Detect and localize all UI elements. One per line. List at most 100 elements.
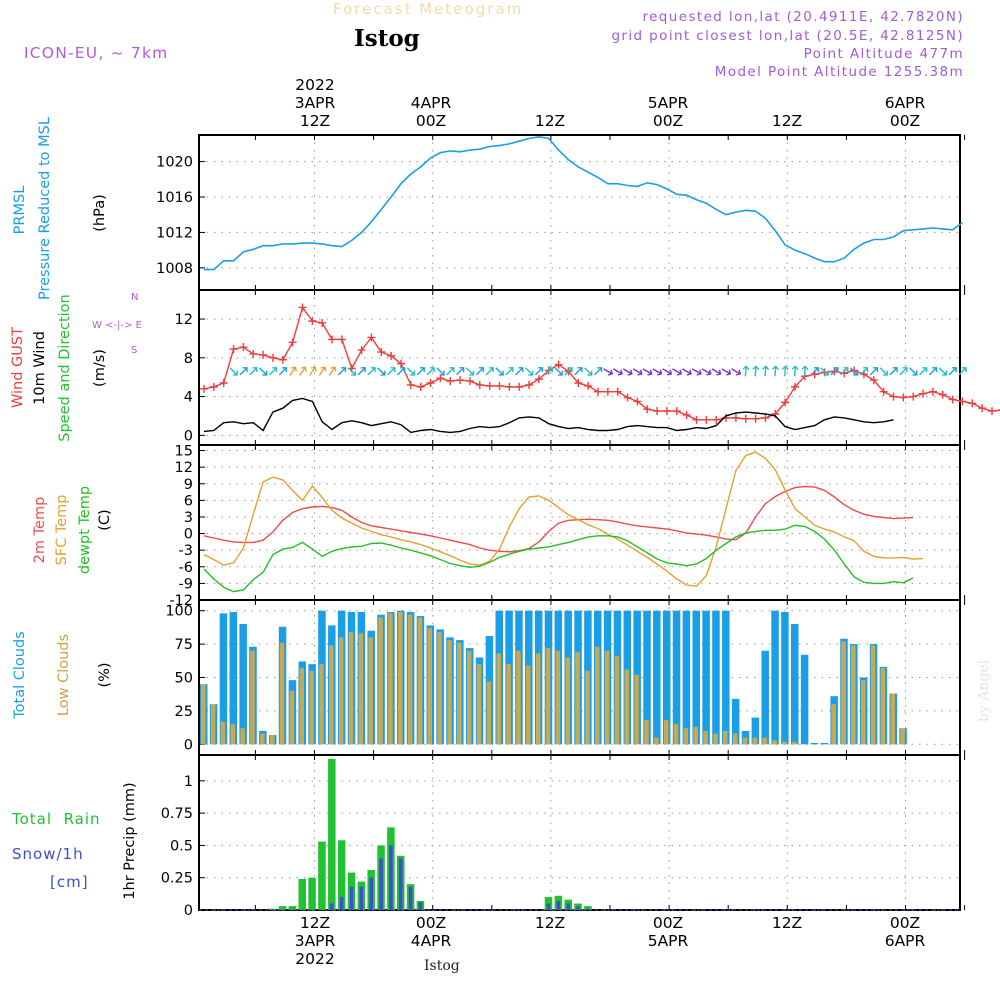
wind-arrow-shape [278,367,288,376]
total-cloud-bar [751,717,760,745]
low-cloud-bar [841,641,846,745]
gust-marker [702,415,711,424]
wind-arrow-shape [632,368,643,376]
tick-hour: 12Z [299,914,331,932]
wind-direction-arrow [278,367,288,376]
gust-marker [938,390,947,399]
total-cloud-bar [229,612,238,745]
gust-marker [534,375,543,384]
wind-direction-arrow [564,367,573,376]
y-tick-label: -3 [179,543,193,559]
y-tick-label: 9 [184,477,193,493]
clouds-unit: (%) [97,662,113,688]
low-cloud-bar [831,704,836,745]
gust-marker [968,399,977,408]
y-tick-label: 0 [184,903,193,919]
wind-arrow-shape [485,367,494,376]
gust-marker [229,345,238,354]
model-point-altitude: Model Point Altitude 1255.38m [714,64,964,80]
total-cloud-bar [810,742,819,745]
model-name: ICON-EU, ~ 7km [24,44,169,62]
snow-bar [556,900,561,910]
wind-direction-arrow [721,368,732,376]
low-cloud-bar [782,741,787,745]
wind-direction-arrow [742,365,750,377]
y-tick-label: 100 [165,604,193,620]
wind-direction-arrow [436,367,445,376]
wind-direction-arrow [801,365,809,377]
total-cloud-bar [820,742,829,745]
low-cloud-bar [860,680,866,745]
wind-direction-arrow [909,367,918,376]
low-cloud-bar [289,690,295,745]
low-cloud-bar [585,670,590,745]
wind-direction-arrow [820,367,829,376]
point-altitude: Point Altitude 477m [803,46,964,62]
y-tick-label: 3 [184,510,193,526]
wind-arrow-shape [544,367,553,376]
wind-direction-arrow [850,367,859,376]
gust-marker [200,384,208,393]
tick-date: 3APR [294,94,336,112]
gust-marker [406,380,415,389]
wind-direction-arrow [938,367,947,376]
wind-direction-arrow [830,367,839,376]
y-tick-label: 0 [184,428,193,444]
low-cloud-bar [673,724,679,745]
gust-marker [603,387,612,396]
gust-marker [416,382,425,391]
tick-hour: 12Z [771,112,803,130]
gust-marker [397,359,405,368]
gust-marker [387,351,396,360]
wind-direction-arrow [308,366,317,376]
wind-direction-arrow [387,367,396,376]
wind-arrow-shape [721,368,732,376]
low-cloud-bar [269,734,275,745]
wind-arrow-shape [426,367,435,376]
wind-direction-arrow [485,367,494,376]
wind-direction-arrow [515,367,524,376]
wind-arrow-shape [762,365,770,377]
gust-marker [515,382,524,391]
total-cloud-bar [682,610,691,745]
wind-direction-arrow [544,367,553,376]
total-cloud-bar [662,610,671,745]
low-cloud-bar [368,637,373,745]
tick-date: 6APR [884,94,926,112]
y-tick-label: 0 [184,737,193,753]
y-tick-label: 6 [184,493,193,509]
low-cloud-bar [496,653,501,745]
series-dewpt-temp [203,524,914,593]
wind-arrow-shape [622,368,633,376]
total-cloud-bar [219,613,228,745]
tick-year: 2022 [295,950,335,968]
tick-date: 5APR [647,932,689,950]
wind-arrow-shape [938,367,947,376]
gust-marker [623,393,632,402]
wind-arrow-shape [613,368,623,376]
low-cloud-bar [210,704,216,745]
gust-marker [525,380,534,389]
wind-arrow-shape [909,367,918,376]
low-cloud-bar [565,657,570,745]
wind-direction-arrow [652,368,663,376]
tick-date: 6APR [884,932,926,950]
wind-arrow-shape [810,367,819,376]
wind-direction-arrow [919,367,928,376]
gust-marker [613,387,622,396]
low-cloud-bar [398,612,403,745]
total-cloud-bar [771,610,779,745]
low-cloud-bar [693,726,698,745]
gust-marker [899,393,908,402]
rain-bar [298,879,306,910]
gust-marker [249,349,258,358]
wind-direction-arrow [396,367,406,376]
wind-arrow-shape [801,365,809,377]
low-cloud-bar [851,645,856,745]
wind-direction-arrow [603,368,614,376]
y-tick-label: 12 [175,460,193,476]
tick-hour: 00Z [889,112,921,130]
low-cloud-bar [309,670,314,745]
tick-hour: 00Z [415,112,447,130]
